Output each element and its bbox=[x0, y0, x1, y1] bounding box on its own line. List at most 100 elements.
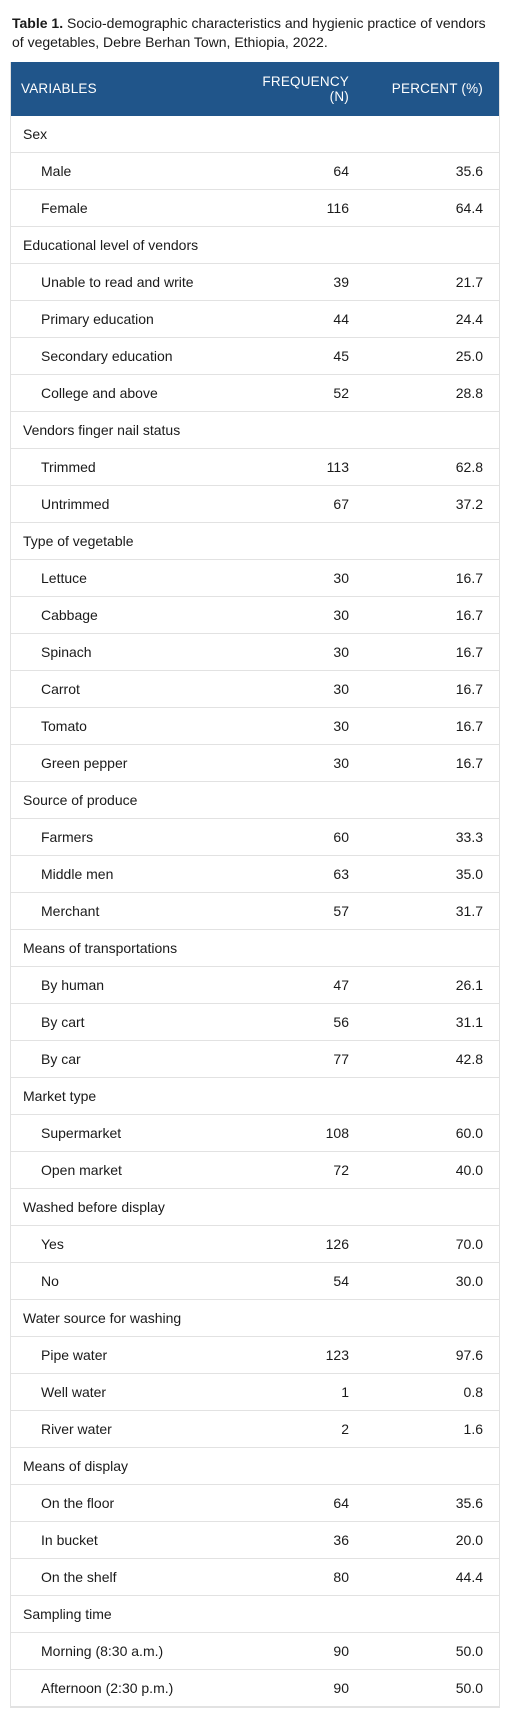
row-frequency: 113 bbox=[245, 448, 377, 485]
row-label: Spinach bbox=[11, 633, 245, 670]
row-percent: 35.6 bbox=[377, 152, 499, 189]
table-row: Lettuce3016.7 bbox=[11, 559, 499, 596]
row-label: By cart bbox=[11, 1003, 245, 1040]
row-label: Well water bbox=[11, 1373, 245, 1410]
row-frequency: 52 bbox=[245, 374, 377, 411]
row-frequency: 30 bbox=[245, 707, 377, 744]
row-frequency: 123 bbox=[245, 1336, 377, 1373]
table-row: Well water10.8 bbox=[11, 1373, 499, 1410]
table-row: Pipe water12397.6 bbox=[11, 1336, 499, 1373]
row-label: Pipe water bbox=[11, 1336, 245, 1373]
row-frequency: 108 bbox=[245, 1114, 377, 1151]
section-row: Water source for washing bbox=[11, 1299, 499, 1336]
section-row: Sampling time bbox=[11, 1595, 499, 1632]
row-percent: 20.0 bbox=[377, 1521, 499, 1558]
row-label: Lettuce bbox=[11, 559, 245, 596]
table-row: No5430.0 bbox=[11, 1262, 499, 1299]
table-row: Female11664.4 bbox=[11, 189, 499, 226]
row-label: Cabbage bbox=[11, 596, 245, 633]
row-percent: 60.0 bbox=[377, 1114, 499, 1151]
row-label: Secondary education bbox=[11, 337, 245, 374]
row-label: Unable to read and write bbox=[11, 263, 245, 300]
row-percent: 33.3 bbox=[377, 818, 499, 855]
row-label: Farmers bbox=[11, 818, 245, 855]
section-row: Educational level of vendors bbox=[11, 226, 499, 263]
row-percent: 16.7 bbox=[377, 670, 499, 707]
row-label: By car bbox=[11, 1040, 245, 1077]
row-frequency: 72 bbox=[245, 1151, 377, 1188]
row-label: Female bbox=[11, 189, 245, 226]
table-row: Tomato3016.7 bbox=[11, 707, 499, 744]
row-label: Green pepper bbox=[11, 744, 245, 781]
row-percent: 62.8 bbox=[377, 448, 499, 485]
section-title: Educational level of vendors bbox=[11, 226, 499, 263]
row-frequency: 90 bbox=[245, 1669, 377, 1706]
row-percent: 16.7 bbox=[377, 633, 499, 670]
section-title: Type of vegetable bbox=[11, 522, 499, 559]
row-label: College and above bbox=[11, 374, 245, 411]
row-percent: 37.2 bbox=[377, 485, 499, 522]
row-percent: 26.1 bbox=[377, 966, 499, 1003]
table-row: Cabbage3016.7 bbox=[11, 596, 499, 633]
row-percent: 70.0 bbox=[377, 1225, 499, 1262]
row-frequency: 54 bbox=[245, 1262, 377, 1299]
row-label: Trimmed bbox=[11, 448, 245, 485]
section-title: Water source for washing bbox=[11, 1299, 499, 1336]
col-header-percent: PERCENT (%) bbox=[377, 62, 499, 116]
row-frequency: 39 bbox=[245, 263, 377, 300]
row-label: Open market bbox=[11, 1151, 245, 1188]
row-frequency: 116 bbox=[245, 189, 377, 226]
row-percent: 28.8 bbox=[377, 374, 499, 411]
row-percent: 31.1 bbox=[377, 1003, 499, 1040]
section-title: Source of produce bbox=[11, 781, 499, 818]
table-row: On the floor6435.6 bbox=[11, 1484, 499, 1521]
table-row: Green pepper3016.7 bbox=[11, 744, 499, 781]
row-label: Morning (8:30 a.m.) bbox=[11, 1632, 245, 1669]
table-row: By human4726.1 bbox=[11, 966, 499, 1003]
section-row: Means of transportations bbox=[11, 929, 499, 966]
row-percent: 97.6 bbox=[377, 1336, 499, 1373]
row-percent: 25.0 bbox=[377, 337, 499, 374]
caption-label: Table 1. bbox=[12, 15, 63, 31]
row-frequency: 57 bbox=[245, 892, 377, 929]
row-label: Middle men bbox=[11, 855, 245, 892]
row-label: Yes bbox=[11, 1225, 245, 1262]
table-head: VARIABLES FREQUENCY (N) PERCENT (%) bbox=[11, 62, 499, 116]
row-percent: 30.0 bbox=[377, 1262, 499, 1299]
row-label: Supermarket bbox=[11, 1114, 245, 1151]
row-frequency: 126 bbox=[245, 1225, 377, 1262]
row-percent: 42.8 bbox=[377, 1040, 499, 1077]
table-row: By cart5631.1 bbox=[11, 1003, 499, 1040]
table-row: Unable to read and write3921.7 bbox=[11, 263, 499, 300]
row-label: On the shelf bbox=[11, 1558, 245, 1595]
table-row: Male6435.6 bbox=[11, 152, 499, 189]
data-table: VARIABLES FREQUENCY (N) PERCENT (%) SexM… bbox=[11, 62, 499, 1707]
section-row: Type of vegetable bbox=[11, 522, 499, 559]
row-label: Tomato bbox=[11, 707, 245, 744]
row-frequency: 30 bbox=[245, 744, 377, 781]
table-row: Farmers6033.3 bbox=[11, 818, 499, 855]
row-label: Untrimmed bbox=[11, 485, 245, 522]
row-percent: 35.0 bbox=[377, 855, 499, 892]
table-caption: Table 1. Socio-demographic characteristi… bbox=[12, 14, 498, 52]
section-title: Vendors finger nail status bbox=[11, 411, 499, 448]
section-title: Means of display bbox=[11, 1447, 499, 1484]
table-row: Supermarket10860.0 bbox=[11, 1114, 499, 1151]
table-row: Spinach3016.7 bbox=[11, 633, 499, 670]
row-label: On the floor bbox=[11, 1484, 245, 1521]
row-percent: 16.7 bbox=[377, 559, 499, 596]
caption-text: Socio-demographic characteristics and hy… bbox=[12, 15, 486, 50]
row-label: Carrot bbox=[11, 670, 245, 707]
section-title: Sex bbox=[11, 116, 499, 153]
row-frequency: 90 bbox=[245, 1632, 377, 1669]
table-row: Morning (8:30 a.m.)9050.0 bbox=[11, 1632, 499, 1669]
table-row: Trimmed11362.8 bbox=[11, 448, 499, 485]
row-frequency: 60 bbox=[245, 818, 377, 855]
section-title: Market type bbox=[11, 1077, 499, 1114]
row-frequency: 64 bbox=[245, 1484, 377, 1521]
row-percent: 21.7 bbox=[377, 263, 499, 300]
section-title: Means of transportations bbox=[11, 929, 499, 966]
row-percent: 16.7 bbox=[377, 707, 499, 744]
row-label: In bucket bbox=[11, 1521, 245, 1558]
col-header-variables: VARIABLES bbox=[11, 62, 245, 116]
